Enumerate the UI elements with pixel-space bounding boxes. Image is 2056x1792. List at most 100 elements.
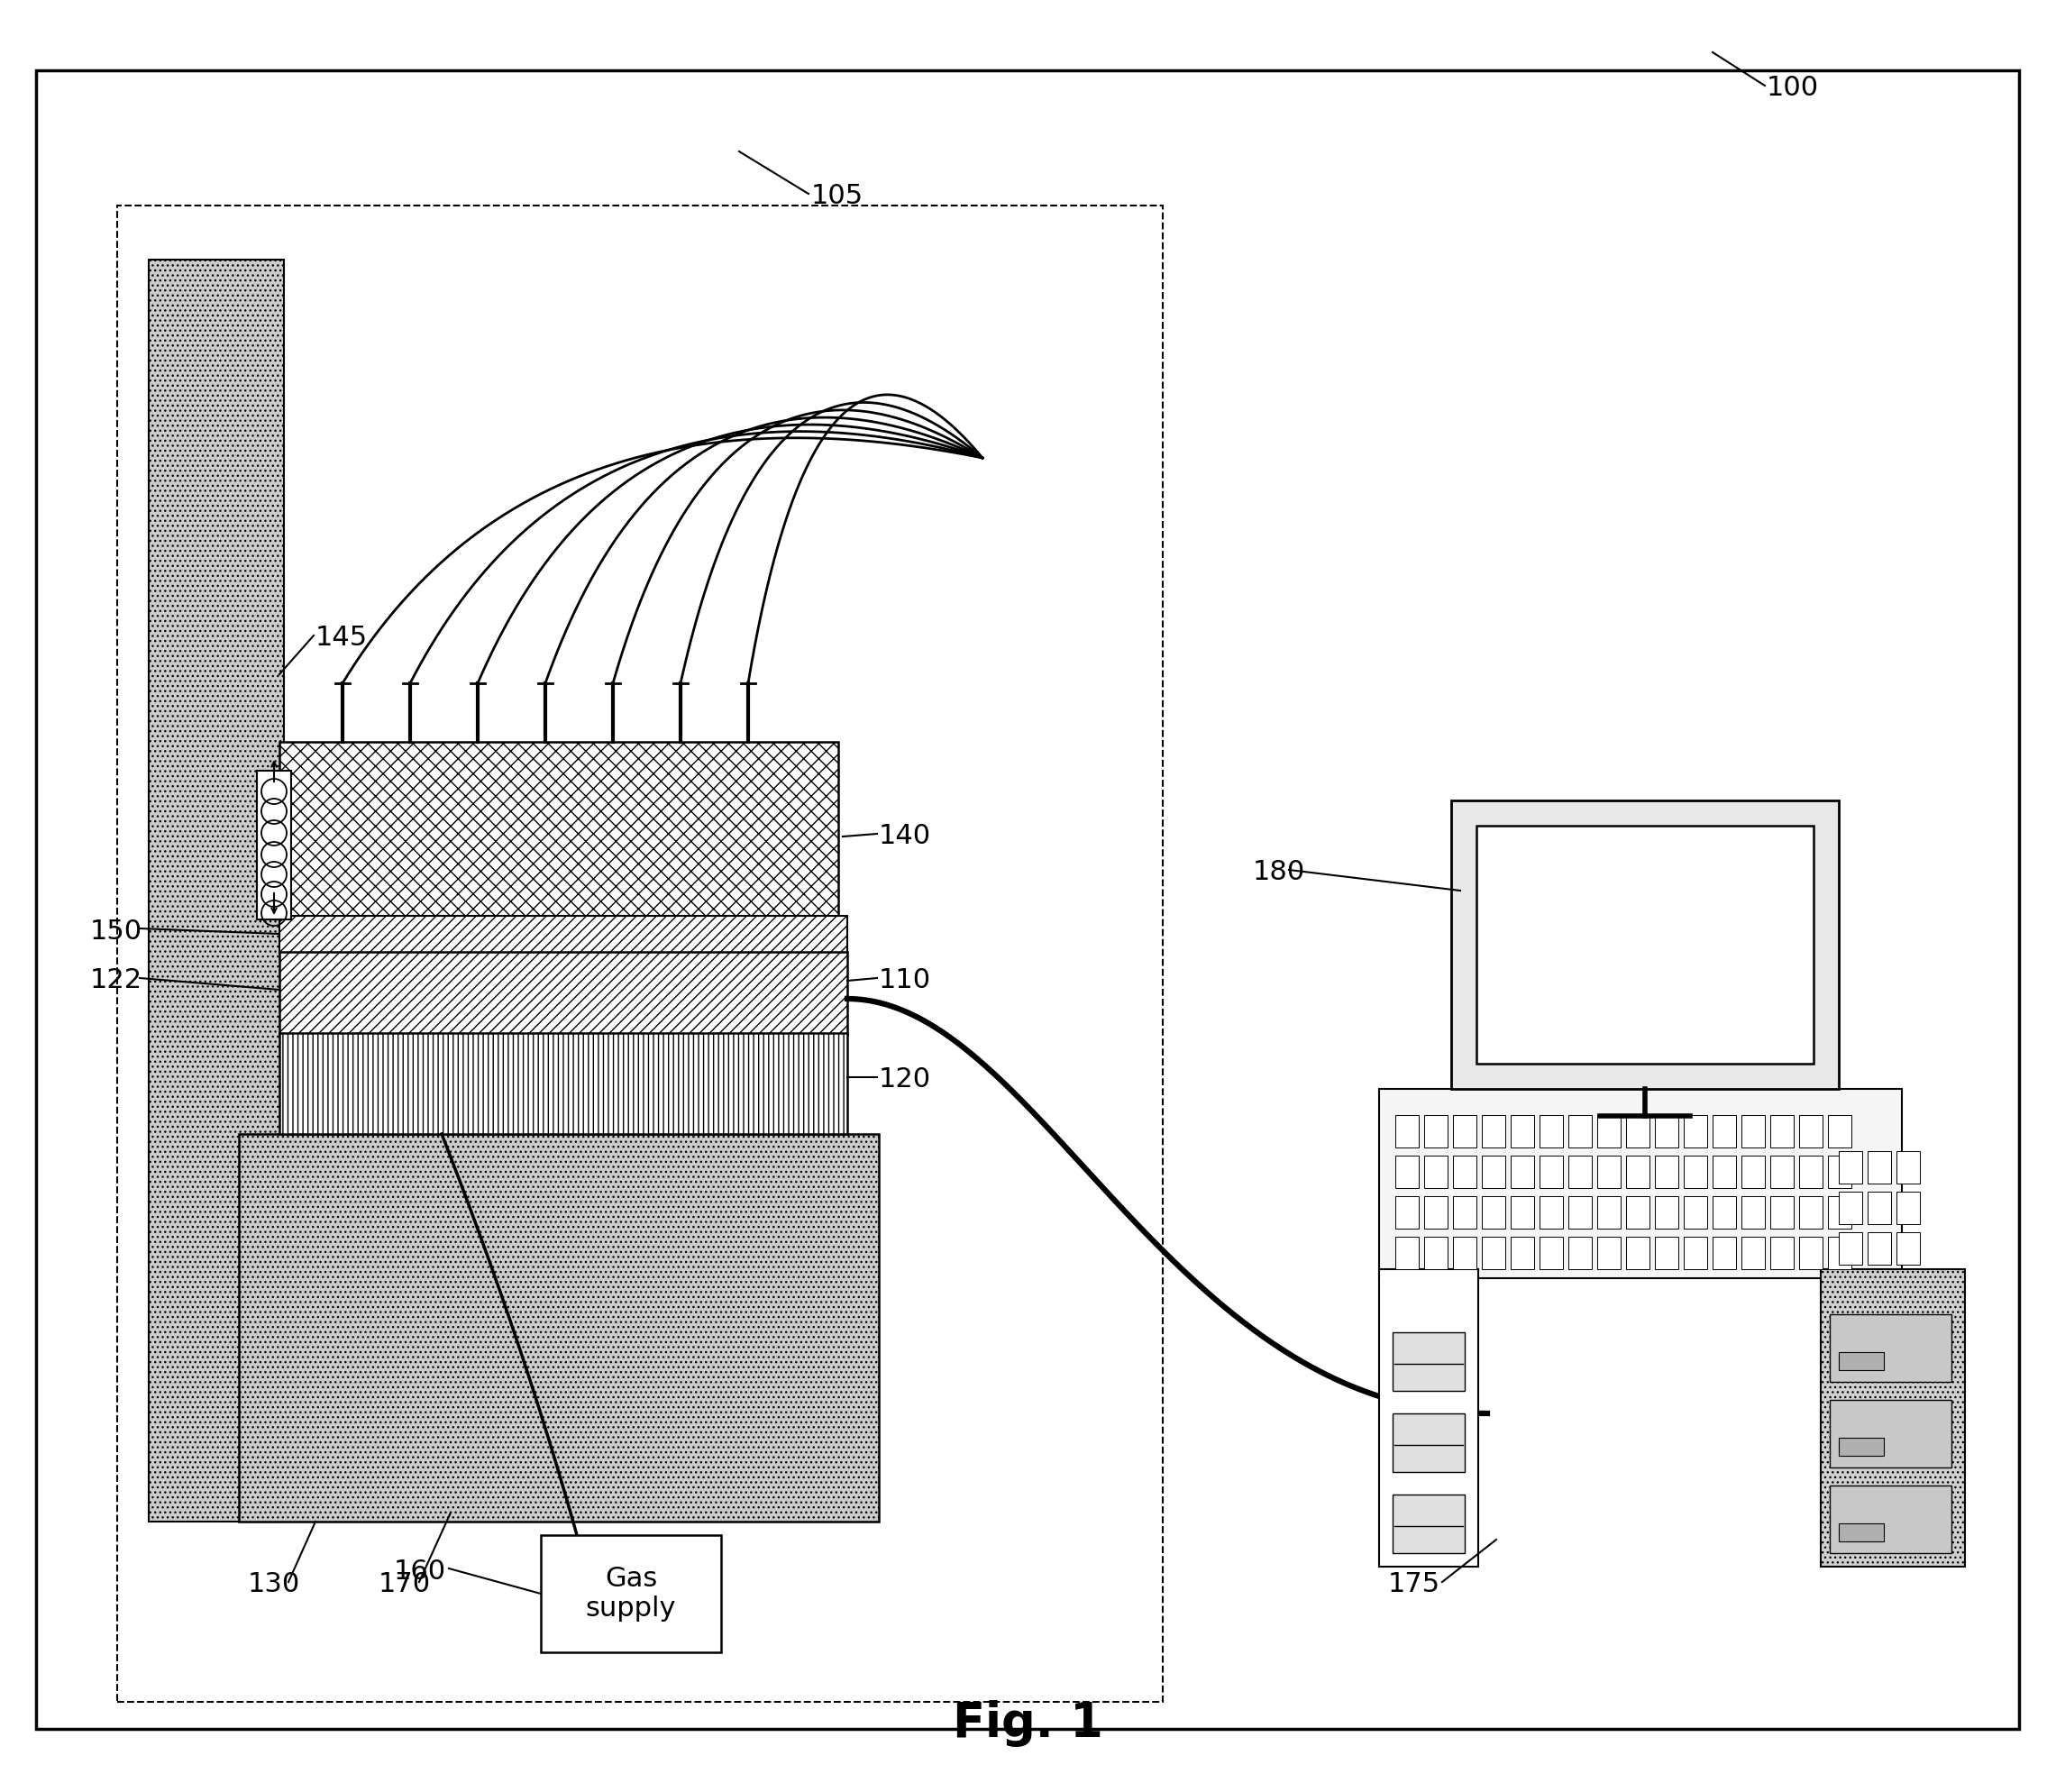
Bar	[1598, 1236, 1620, 1269]
Bar	[117, 206, 1164, 1702]
Bar	[1396, 1156, 1419, 1188]
Bar	[1896, 1233, 1920, 1265]
Bar	[1713, 1156, 1735, 1188]
Bar	[1380, 1090, 1902, 1278]
Bar	[1598, 1156, 1620, 1188]
Bar	[1838, 1353, 1883, 1371]
Bar	[1569, 1156, 1591, 1188]
Text: Fig. 1: Fig. 1	[952, 1701, 1102, 1747]
Text: 160: 160	[395, 1557, 446, 1584]
Bar	[280, 742, 839, 918]
Bar	[1828, 1236, 1850, 1269]
Bar	[238, 1134, 878, 1521]
Bar	[1741, 1197, 1764, 1229]
Bar	[1770, 1236, 1793, 1269]
Bar	[1655, 1197, 1678, 1229]
Text: 180: 180	[1252, 860, 1306, 885]
Bar	[1392, 1331, 1464, 1391]
Bar	[1713, 1197, 1735, 1229]
Text: 145: 145	[315, 625, 368, 650]
Bar	[1540, 1197, 1563, 1229]
Bar	[1626, 1115, 1649, 1147]
Bar	[1838, 1192, 1863, 1224]
Bar	[1454, 1156, 1476, 1188]
Bar	[1380, 1269, 1478, 1566]
Bar	[1684, 1197, 1706, 1229]
Bar	[1741, 1115, 1764, 1147]
Text: 100: 100	[1766, 75, 1820, 102]
Bar	[1476, 826, 1813, 1064]
Bar	[1569, 1236, 1591, 1269]
Bar	[1799, 1197, 1822, 1229]
Bar	[280, 916, 847, 953]
Bar	[280, 952, 847, 1034]
Bar	[1770, 1115, 1793, 1147]
Bar	[1396, 1197, 1419, 1229]
Text: 140: 140	[878, 824, 931, 849]
Bar	[1454, 1197, 1476, 1229]
Bar	[1896, 1192, 1920, 1224]
Bar	[1482, 1236, 1505, 1269]
Bar	[1655, 1236, 1678, 1269]
Bar	[1655, 1115, 1678, 1147]
Bar	[1828, 1197, 1850, 1229]
Bar	[1598, 1115, 1620, 1147]
Bar	[1511, 1197, 1534, 1229]
Text: 170: 170	[378, 1572, 432, 1598]
Bar	[1867, 1192, 1892, 1224]
Bar	[1741, 1156, 1764, 1188]
Bar	[1425, 1115, 1447, 1147]
Bar	[257, 771, 292, 919]
Bar	[1838, 1233, 1863, 1265]
Bar	[1482, 1197, 1505, 1229]
Bar	[1454, 1115, 1476, 1147]
Bar	[1626, 1197, 1649, 1229]
Bar	[541, 1536, 722, 1652]
Bar	[1511, 1115, 1534, 1147]
Text: 120: 120	[878, 1066, 931, 1093]
Bar	[1626, 1156, 1649, 1188]
Bar	[1684, 1115, 1706, 1147]
Bar	[1540, 1156, 1563, 1188]
Bar	[1540, 1115, 1563, 1147]
Bar	[1830, 1314, 1951, 1382]
Bar	[1770, 1197, 1793, 1229]
Text: 150: 150	[90, 918, 142, 944]
Bar	[1713, 1236, 1735, 1269]
Bar	[1655, 1156, 1678, 1188]
Bar	[1482, 1156, 1505, 1188]
Bar	[1392, 1414, 1464, 1471]
Bar	[1396, 1236, 1419, 1269]
Bar	[1569, 1115, 1591, 1147]
Bar	[1838, 1150, 1863, 1183]
Bar	[1828, 1115, 1850, 1147]
Bar	[1511, 1156, 1534, 1188]
Bar	[1598, 1197, 1620, 1229]
Bar	[1838, 1437, 1883, 1455]
Bar	[1511, 1236, 1534, 1269]
Bar	[148, 260, 284, 1521]
Bar	[1396, 1115, 1419, 1147]
Bar	[1425, 1197, 1447, 1229]
Bar	[1626, 1236, 1649, 1269]
Bar	[1830, 1486, 1951, 1554]
Bar	[1828, 1156, 1850, 1188]
Bar	[280, 1032, 847, 1134]
Bar	[1392, 1495, 1464, 1554]
Text: Gas
supply: Gas supply	[586, 1566, 676, 1622]
Bar	[1896, 1150, 1920, 1183]
Bar	[1830, 1400, 1951, 1468]
Bar	[1684, 1236, 1706, 1269]
Bar	[1482, 1115, 1505, 1147]
Text: 122: 122	[90, 968, 142, 995]
Bar	[1867, 1233, 1892, 1265]
Bar	[1799, 1115, 1822, 1147]
Bar	[1425, 1156, 1447, 1188]
Bar	[1425, 1236, 1447, 1269]
Bar	[1540, 1236, 1563, 1269]
Bar	[1799, 1236, 1822, 1269]
Bar	[1867, 1150, 1892, 1183]
Text: 105: 105	[812, 183, 864, 210]
Bar	[1741, 1236, 1764, 1269]
Bar	[1684, 1156, 1706, 1188]
